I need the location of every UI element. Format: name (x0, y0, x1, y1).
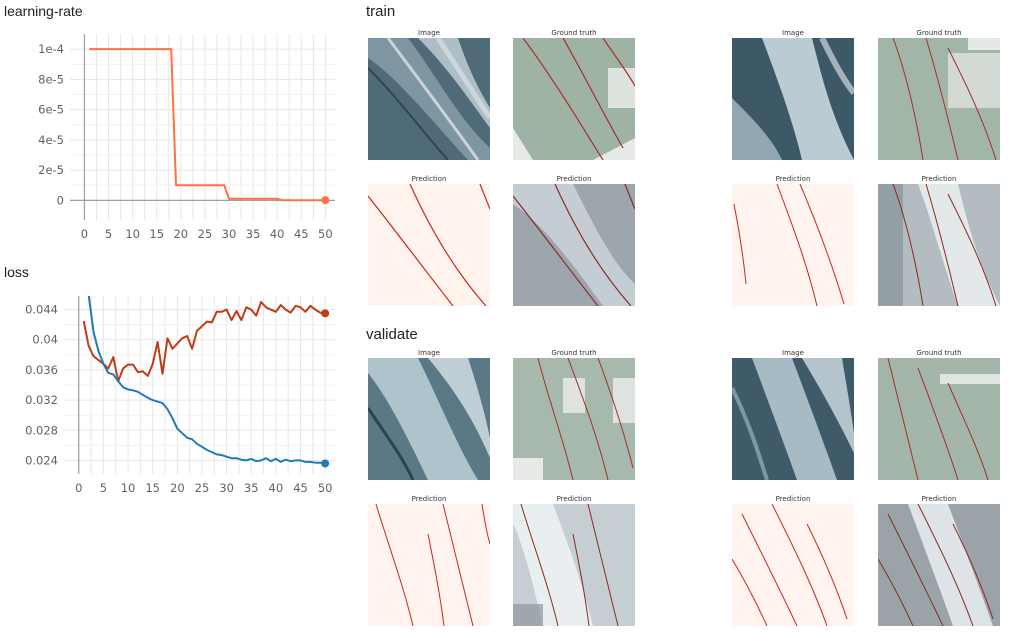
y-tick-label: 0.032 (25, 393, 58, 407)
x-tick-label: 0 (75, 481, 82, 495)
series-line-1 (89, 48, 326, 202)
train-prediction-tile-1: Prediction (368, 174, 490, 306)
prediction-heatmap (732, 184, 854, 306)
seismic-image (732, 38, 854, 160)
series-endpoint-2 (321, 459, 330, 468)
series-line-2 (87, 296, 326, 465)
learning-rate-chart-title: learning-rate (4, 3, 83, 19)
x-tick-label: 15 (149, 227, 164, 241)
x-tick-label: 5 (100, 481, 107, 495)
validate-prediction-overlay-tile-2: Prediction (878, 494, 1000, 626)
ground-truth-mask (513, 358, 635, 480)
y-tick-label: 0.036 (25, 363, 58, 377)
tile-label: Ground truth (551, 349, 597, 357)
validate-image-tile-1: Image (368, 348, 490, 480)
x-tick-label: 25 (198, 227, 213, 241)
tile-label: Ground truth (916, 349, 962, 357)
tile-label: Image (782, 349, 804, 357)
seismic-image (368, 38, 490, 160)
x-tick-label: 50 (318, 227, 333, 241)
y-tick-label: 1e-4 (38, 42, 64, 56)
tile-label: Prediction (775, 175, 811, 183)
x-tick-label: 40 (269, 481, 284, 495)
train-image-tile-1: Image (368, 28, 490, 160)
x-tick-label: 35 (246, 227, 261, 241)
tile-label: Image (418, 349, 440, 357)
loss-chart: 0.044 0.04 0.036 0.032 0.028 0.024 0 5 10 15 20 25 3… (25, 296, 335, 495)
tile-label: Prediction (411, 495, 447, 503)
seismic-image (368, 358, 490, 480)
x-tick-label: 40 (270, 227, 285, 241)
ground-truth-mask (878, 358, 1000, 480)
validate-prediction-tile-1: Prediction (368, 494, 490, 626)
y-tick-label: 8e-5 (38, 72, 64, 86)
y-tick-label: 6e-5 (38, 103, 64, 117)
y-tick-label: 0.044 (25, 303, 58, 317)
train-prediction-tile-2: Prediction (732, 174, 854, 306)
train-prediction-overlay-tile-2: Prediction (878, 174, 1000, 306)
validate-image-tile-2: Image (732, 348, 854, 480)
tile-label: Prediction (921, 175, 957, 183)
x-tick-label: 20 (170, 481, 185, 495)
series-endpoint-1 (321, 309, 330, 318)
prediction-overlay (878, 184, 1000, 306)
x-tick-label: 30 (222, 227, 237, 241)
train-ground-truth-tile-2: Ground truth (878, 28, 1000, 160)
tile-label: Ground truth (551, 29, 597, 37)
prediction-overlay (878, 504, 1000, 626)
train-section-title: train (366, 3, 396, 20)
x-tick-label: 0 (81, 227, 88, 241)
validate-prediction-overlay-tile-1: Prediction (513, 494, 635, 626)
y-tick-label: 0.04 (32, 333, 58, 347)
x-tick-label: 30 (219, 481, 234, 495)
ground-truth-mask (513, 38, 635, 160)
validate-ground-truth-tile-1: Ground truth (513, 348, 635, 480)
tile-label: Ground truth (916, 29, 962, 37)
x-tick-label: 15 (145, 481, 160, 495)
ground-truth-mask (878, 38, 1000, 160)
train-prediction-overlay-tile-1: Prediction (513, 174, 635, 306)
loss-chart-title: loss (4, 264, 29, 280)
learning-rate-chart: 1e-4 8e-5 6e-5 4e-5 2e-5 0 0 5 10 15 20 25 30 35 40 45 5… (38, 34, 335, 241)
prediction-heatmap (732, 504, 854, 626)
tile-label: Prediction (411, 175, 447, 183)
x-tick-label: 25 (195, 481, 210, 495)
tile-label: Prediction (556, 175, 592, 183)
x-tick-label: 45 (293, 481, 308, 495)
tile-label: Image (418, 29, 440, 37)
seismic-image (732, 358, 854, 480)
x-tick-label: 10 (125, 227, 140, 241)
x-tick-label: 45 (294, 227, 309, 241)
y-tick-label: 0 (57, 193, 64, 207)
y-tick-label: 0.024 (25, 453, 58, 467)
x-tick-label: 50 (318, 481, 333, 495)
validate-prediction-tile-2: Prediction (732, 494, 854, 626)
tile-label: Image (782, 29, 804, 37)
x-tick-label: 10 (121, 481, 136, 495)
y-tick-label: 0.028 (25, 423, 58, 437)
y-tick-label: 2e-5 (38, 163, 64, 177)
tile-label: Prediction (775, 495, 811, 503)
prediction-overlay (513, 184, 635, 306)
series-line-1 (82, 301, 326, 383)
train-ground-truth-tile-1: Ground truth (513, 28, 635, 160)
prediction-heatmap (368, 504, 490, 626)
series-endpoint-1 (321, 196, 330, 205)
x-tick-label: 35 (244, 481, 259, 495)
prediction-heatmap (368, 184, 490, 306)
tile-label: Prediction (556, 495, 592, 503)
validate-section-title: validate (366, 326, 418, 343)
x-tick-label: 5 (105, 227, 112, 241)
prediction-overlay (513, 504, 635, 626)
tile-label: Prediction (921, 495, 957, 503)
y-tick-label: 4e-5 (38, 133, 64, 147)
train-image-tile-2: Image (732, 28, 854, 160)
validate-ground-truth-tile-2: Ground truth (878, 348, 1000, 480)
x-tick-label: 20 (173, 227, 188, 241)
